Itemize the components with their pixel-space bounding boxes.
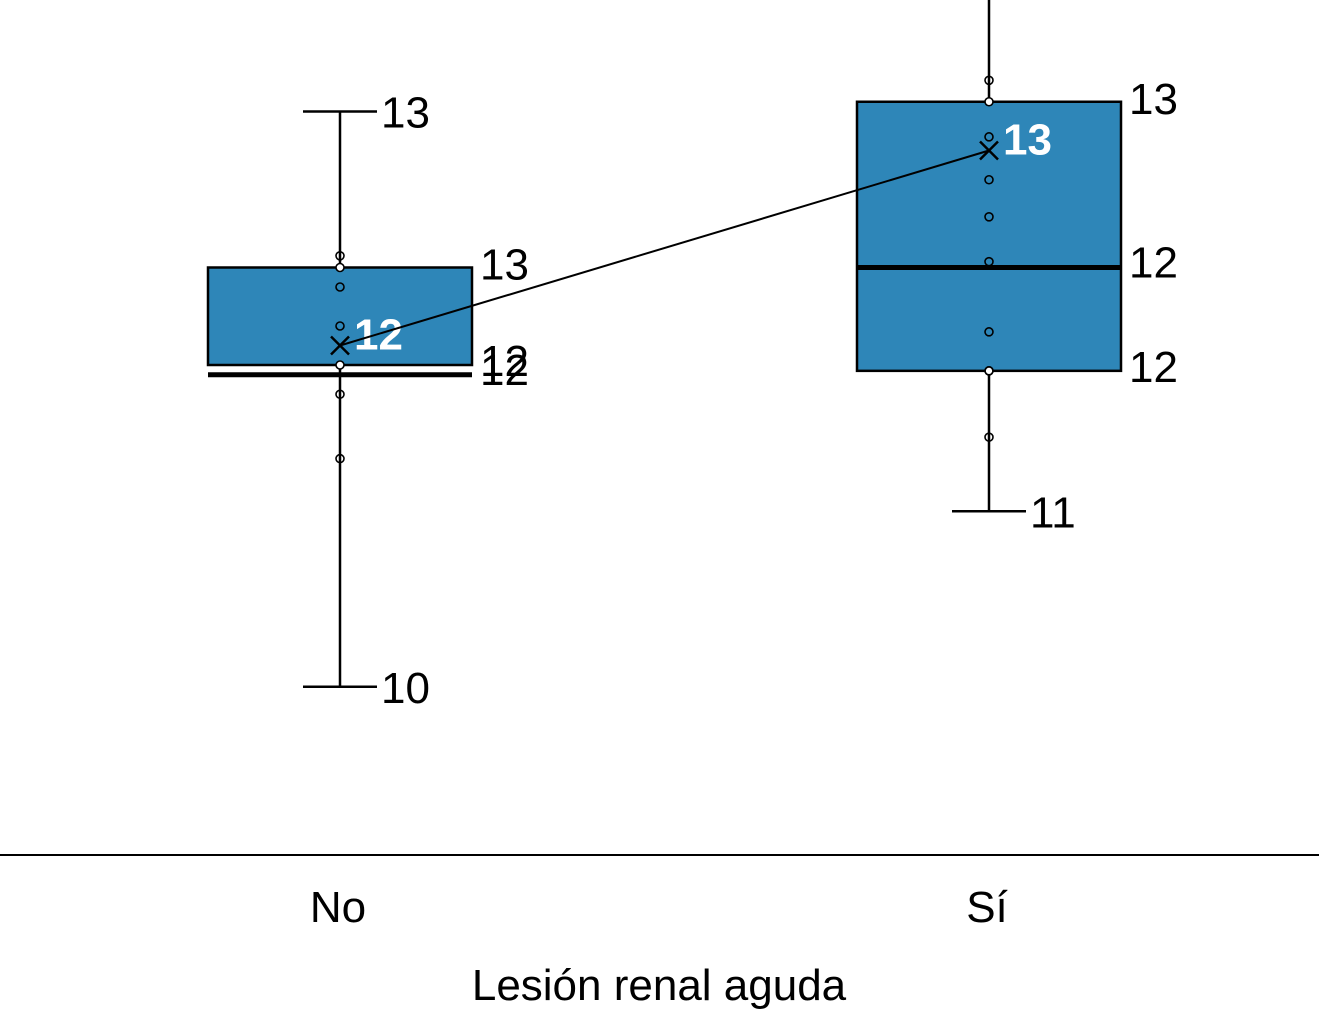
q3-label: 13 (1129, 75, 1178, 124)
box (855, 100, 1123, 373)
median-label: 12 (480, 346, 529, 395)
mean-label: 13 (1003, 116, 1052, 165)
box (206, 266, 474, 367)
mean-connector-line (339, 149, 990, 347)
data-point (335, 389, 345, 400)
q1-label: 12 (480, 337, 529, 386)
median-label: 12 (1129, 239, 1178, 288)
data-point (984, 174, 994, 185)
data-point (984, 212, 994, 222)
whisker-low-label: 10 (381, 664, 430, 713)
whisker-low-label: 11 (1030, 488, 1076, 537)
category-label-0: No (310, 883, 366, 932)
data-point (984, 75, 994, 86)
plot-area: 12131013121217131411131212 (206, 0, 1178, 713)
category-labels: No Sí (310, 883, 1009, 932)
data-point (335, 321, 345, 331)
data-point (984, 327, 994, 337)
data-point (984, 132, 994, 142)
x-axis-title: Lesión renal aguda (472, 961, 847, 1010)
box-edge-point (335, 360, 345, 370)
whisker-high-label: 13 (381, 89, 430, 138)
data-point (984, 432, 994, 442)
data-point (335, 251, 345, 261)
data-point (984, 256, 994, 267)
box-group-1: 17131411131212 (855, 0, 1178, 537)
data-point (335, 453, 345, 464)
mean-label: 12 (354, 311, 403, 360)
box-edge-point (984, 96, 994, 107)
box-edge-point (335, 262, 345, 273)
data-point (335, 282, 345, 292)
q1-label: 12 (1129, 343, 1178, 392)
data-point (984, 366, 994, 376)
category-label-1: Sí (966, 883, 1008, 932)
q3-label: 13 (480, 241, 529, 290)
